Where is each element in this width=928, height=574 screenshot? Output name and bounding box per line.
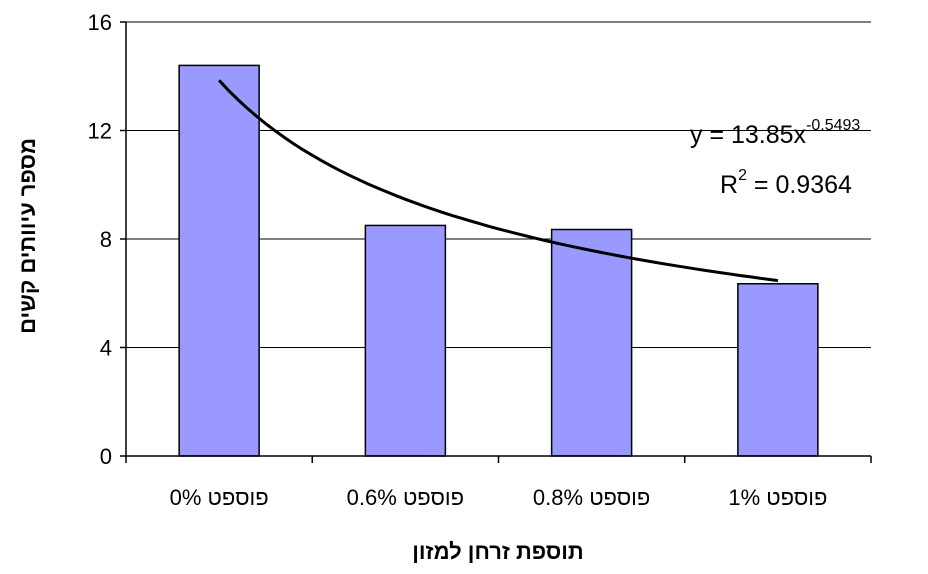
- x-tick-label-3: פוספט 1%: [728, 485, 827, 510]
- bar-0: [178, 64, 260, 457]
- x-tick-label-2: פוספט 0.8%: [533, 485, 650, 510]
- x-tick-label-1: פוספט 0.6%: [347, 485, 464, 510]
- x-tick-label-0: פוספט 0%: [170, 485, 269, 510]
- y-tick-label-12: 12: [88, 119, 112, 144]
- x-tick-labels: פוספט 0% פוספט 0.6% פוספט 0.8% פוספט 1%: [170, 485, 828, 510]
- bar-1: [364, 224, 447, 457]
- y-tick-labels: 0 4 8 12 16: [88, 10, 112, 469]
- y-tick-label-0: 0: [100, 444, 112, 469]
- bar-2: [550, 228, 633, 457]
- trendline-equation: y = 13.85x-0.5493: [690, 117, 860, 149]
- y-tick-label-8: 8: [100, 227, 112, 252]
- power-trendline: [218, 79, 779, 283]
- bar-3: [737, 283, 819, 457]
- y-tick-label-16: 16: [88, 10, 112, 35]
- r-squared-label: R2 = 0.9364: [720, 167, 852, 199]
- y-axis-title: מספר עיוותים קשים: [15, 138, 40, 334]
- axes: [120, 21, 872, 463]
- x-axis-title: תוספת זרחן למזון: [412, 539, 583, 564]
- y-tick-label-4: 4: [100, 336, 112, 361]
